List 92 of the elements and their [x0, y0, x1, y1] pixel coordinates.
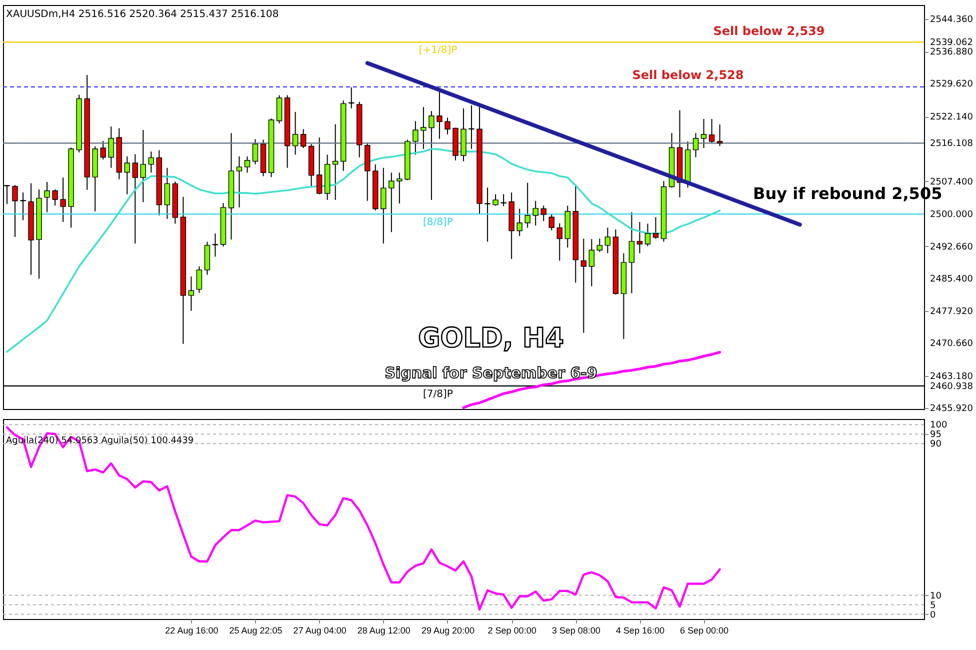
y-tick-label: 100 [930, 420, 948, 431]
y-tick-label: 5 [930, 600, 936, 611]
candlestick [492, 194, 498, 206]
candlestick [596, 238, 602, 252]
candlestick [604, 227, 611, 254]
line-series [6, 426, 721, 611]
candlestick [300, 128, 306, 149]
y-tick-label: 2536.880 [930, 48, 974, 58]
x-tick-label: 6 Sep 00:00 [680, 626, 729, 636]
candlestick [628, 212, 635, 294]
x-tick-label: 28 Aug 12:00 [357, 626, 410, 636]
candlestick [524, 182, 530, 228]
candlestick [532, 200, 538, 226]
candlestick [332, 124, 338, 200]
candlestick [716, 124, 723, 147]
candlestick [124, 156, 130, 195]
candlestick [276, 94, 282, 124]
candlestick [588, 238, 594, 287]
annotation: Sell below 2,539 [713, 24, 825, 38]
y-tick-label: 2492.660 [930, 242, 974, 252]
candlestick [556, 222, 562, 262]
x-tick-label: 3 Sep 08:00 [552, 626, 600, 636]
candlestick [196, 266, 202, 294]
candlestick [140, 129, 146, 203]
candlestick [100, 140, 106, 160]
candlestick [348, 86, 354, 109]
y-tick-label: 2544.360 [930, 14, 974, 25]
candlestick [652, 216, 659, 240]
candlestick [20, 192, 26, 221]
y-tick-label: 2460.938 [930, 382, 974, 392]
candlestick [188, 276, 194, 312]
y-tick-label: 2516.108 [930, 139, 974, 150]
y-tick-label: 2500.000 [930, 210, 974, 220]
x-tick-label: 2 Sep 00:00 [488, 626, 536, 636]
candlestick [252, 138, 258, 165]
candlestick [644, 223, 651, 247]
y-tick-label: 2522.140 [930, 112, 974, 123]
candlestick [444, 117, 450, 135]
y-tick-label: 2455.920 [930, 404, 974, 414]
annotation: XAUUSDm,H4 2516.516 2520.364 2515.437 2516.108 [6, 9, 279, 20]
candlestick [44, 181, 50, 213]
candlestick [516, 208, 522, 237]
ref-line-label: [8/8]P [423, 217, 453, 228]
x-tick-label: 4 Sep 16:00 [616, 626, 664, 636]
candlestick [236, 156, 242, 208]
candlestick [380, 167, 386, 244]
x-tick-label: 25 Aug 22:05 [229, 626, 282, 636]
candlestick [244, 156, 250, 174]
y-tick-label: 2529.620 [930, 80, 974, 90]
candlestick [212, 232, 218, 258]
candlestick [108, 126, 114, 168]
candlestick [316, 136, 322, 195]
y-tick-label: 2477.920 [930, 307, 974, 318]
y-tick-label: 2539.062 [930, 38, 973, 48]
candlestick [164, 167, 170, 220]
y-tick-label: 0 [930, 610, 936, 620]
y-tick-label: 2507.400 [930, 177, 974, 188]
candlestick [420, 106, 426, 150]
candlestick [12, 184, 18, 238]
y-tick-label: 2463.180 [930, 372, 974, 382]
candlestick [484, 187, 490, 242]
candlestick [540, 205, 546, 222]
ref-line-label: [7/8]P [423, 388, 453, 400]
candlestick [580, 238, 586, 334]
candlestick [412, 120, 418, 156]
candlestick [692, 132, 699, 158]
candlestick [468, 104, 474, 150]
candlestick [148, 151, 154, 174]
candlestick [60, 177, 66, 222]
candlestick [396, 172, 402, 204]
candlestick [292, 111, 298, 156]
candlestick [548, 214, 554, 231]
ref-line-label: [+1/8]P [418, 45, 458, 56]
text: GOLD, H4 [418, 323, 564, 354]
x-tick-label: 29 Aug 20:00 [421, 626, 475, 636]
y-tick-label: 2485.400 [930, 274, 974, 284]
candlestick [500, 194, 506, 207]
x-tick-label: 22 Aug 16:00 [165, 626, 218, 636]
annotation: Sell below 2,528 [632, 68, 744, 82]
y-tick-label: 95 [930, 430, 942, 440]
y-tick-label: 2470.660 [930, 339, 974, 350]
line-series [6, 148, 721, 353]
candlestick [700, 118, 707, 149]
candlestick [708, 118, 715, 144]
candlestick [428, 110, 434, 200]
candlestick [388, 172, 394, 233]
candlestick [132, 154, 138, 244]
candlestick [52, 188, 58, 206]
x-tick-label: 27 Aug 04:00 [293, 626, 346, 636]
y-tick-label: 90 [930, 440, 942, 450]
candlestick [636, 221, 643, 254]
y-tick-label: 10 [930, 591, 942, 602]
